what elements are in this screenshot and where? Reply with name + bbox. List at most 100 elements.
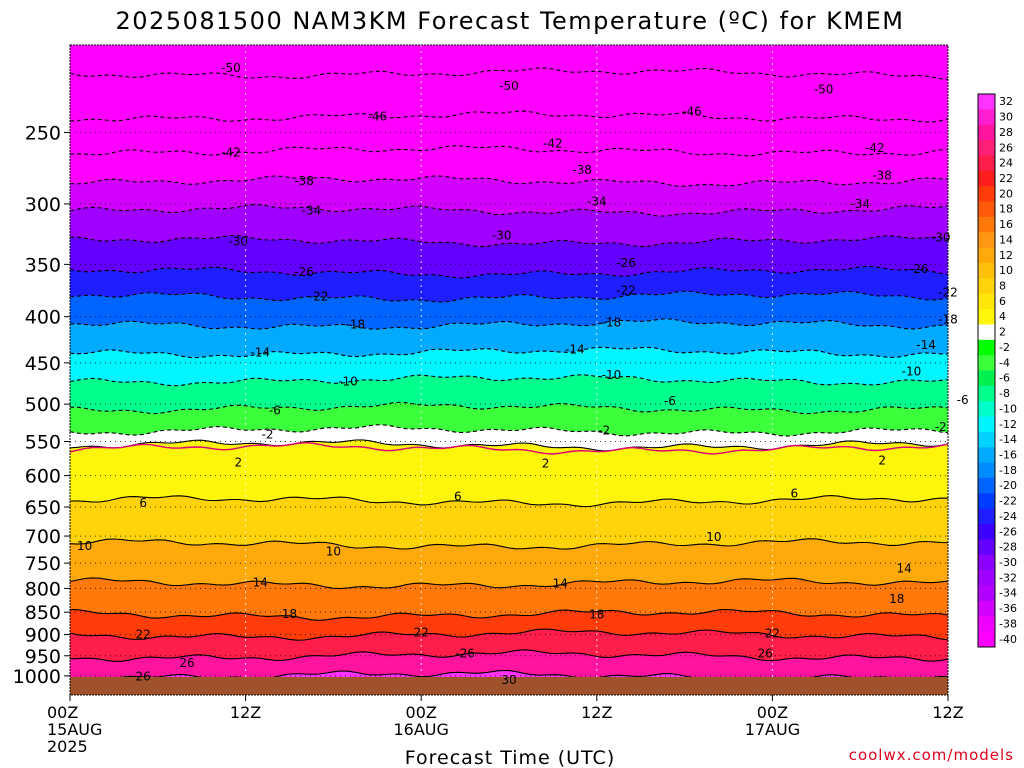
isotherm--14 xyxy=(70,346,948,359)
contour-label: -2 xyxy=(935,420,947,434)
contour-label: -14 xyxy=(565,343,585,357)
colorbar-label: -24 xyxy=(999,510,1017,523)
y-tick-label: 600 xyxy=(25,466,61,488)
y-tick-label: 650 xyxy=(25,497,61,519)
isotherm--22 xyxy=(70,290,948,303)
colorbar-swatch xyxy=(978,170,995,187)
fill-band xyxy=(70,204,948,247)
contour-label: 22 xyxy=(414,625,429,639)
contour-label: -6 xyxy=(957,393,969,407)
contour-label: -30 xyxy=(492,228,512,242)
colorbar-label: -14 xyxy=(999,433,1017,446)
x-tick-label: 12Z xyxy=(581,703,612,722)
fill-band xyxy=(70,291,948,330)
isotherm-10 xyxy=(70,538,948,550)
fill-band xyxy=(70,68,948,122)
fill-band xyxy=(70,266,948,302)
contour-label: 26 xyxy=(136,670,151,684)
colorbar-label: 2 xyxy=(999,326,1006,339)
contour-label: 10 xyxy=(77,539,92,553)
colorbar-label: 26 xyxy=(999,141,1013,154)
contour-label: 14 xyxy=(253,575,268,589)
contour-label: -26 xyxy=(616,256,636,270)
y-tick-label: 550 xyxy=(25,432,61,454)
contour-label: -22 xyxy=(309,290,329,304)
colorbar-swatch xyxy=(978,600,995,617)
colorbar-label: -30 xyxy=(999,556,1017,569)
isotherm--18 xyxy=(70,318,948,330)
fill-band xyxy=(70,629,948,662)
y-tick-label: 700 xyxy=(25,526,61,548)
colorbar-label: -8 xyxy=(999,387,1010,400)
colorbar-label: -28 xyxy=(999,541,1017,554)
colorbar-label: -32 xyxy=(999,571,1017,584)
contour-label: 22 xyxy=(765,626,780,640)
x-tick-label: 16AUG xyxy=(393,720,448,739)
colorbar-label: 6 xyxy=(999,295,1006,308)
contour-label: 2 xyxy=(878,453,886,467)
source-credit: coolwx.com/models xyxy=(849,746,1014,764)
temperature-fill xyxy=(70,45,948,695)
contour-label: -22 xyxy=(616,283,636,297)
y-tick-label: 300 xyxy=(25,194,61,216)
contour-label: 18 xyxy=(889,592,904,606)
contour-label: 22 xyxy=(136,628,151,642)
contour-label: -2 xyxy=(262,427,274,441)
contour-label: -42 xyxy=(221,145,241,159)
contour-label: 30 xyxy=(501,673,516,687)
contour-label: -26 xyxy=(455,647,475,661)
contour-label: -26 xyxy=(294,265,314,279)
x-axis-label: Forecast Time (UTC) xyxy=(405,747,615,768)
contour-label: 6 xyxy=(139,496,147,510)
fill-band xyxy=(70,111,948,156)
y-tick-label: 1000 xyxy=(13,666,61,688)
contour-label: -6 xyxy=(269,403,281,417)
y-tick-label: 950 xyxy=(25,646,61,668)
fill-band xyxy=(70,402,948,437)
isotherm--6 xyxy=(70,401,948,415)
isotherm-18 xyxy=(70,608,948,621)
freezing-level-line xyxy=(70,441,948,455)
y-tick-label: 500 xyxy=(25,394,61,416)
pressure-axis: 2503003504004505005506006507007508008509… xyxy=(13,122,70,688)
colorbar-label: -22 xyxy=(999,495,1017,508)
x-tick-label: 2025 xyxy=(47,737,88,756)
colorbar-swatch xyxy=(978,462,995,479)
colorbar-swatch xyxy=(978,539,995,556)
colorbar-label: 24 xyxy=(999,157,1013,170)
y-tick-label: 400 xyxy=(25,307,61,329)
contour-label: -50 xyxy=(814,82,834,96)
isotherm--10 xyxy=(70,374,948,387)
colorbar-label: 30 xyxy=(999,111,1013,124)
x-tick-label: 00Z xyxy=(757,703,788,722)
isotherm--42 xyxy=(70,145,948,157)
colorbar-swatch xyxy=(978,355,995,371)
contour-label: -30 xyxy=(228,234,248,248)
colorbar-swatch xyxy=(978,385,995,402)
contour-label: -6 xyxy=(664,394,676,408)
isotherm--38 xyxy=(70,175,948,187)
contour-label: -26 xyxy=(909,262,929,276)
colorbar-label: -12 xyxy=(999,418,1017,431)
y-tick-label: 350 xyxy=(25,254,61,276)
x-tick-label: 12Z xyxy=(230,703,261,722)
x-tick-label: 17AUG xyxy=(745,720,800,739)
colorbar-swatch xyxy=(978,278,995,295)
colorbar-swatch xyxy=(978,140,995,156)
contour-label: -38 xyxy=(872,168,892,182)
y-tick-label: 250 xyxy=(25,122,61,144)
colorbar-label: -38 xyxy=(999,617,1017,630)
colorbar-label: 4 xyxy=(999,310,1006,323)
contour-label: -34 xyxy=(587,194,607,208)
contour-label: -10 xyxy=(602,368,622,382)
x-tick-label: 00Z xyxy=(47,703,78,722)
contour-label: 26 xyxy=(757,647,772,661)
colorbar-label: 14 xyxy=(999,233,1013,246)
colorbar-label: -2 xyxy=(999,341,1010,354)
contour-label: 26 xyxy=(179,656,194,670)
colorbar-label: -6 xyxy=(999,372,1010,385)
colorbar-swatch xyxy=(978,124,995,141)
isotherm--26 xyxy=(70,265,948,279)
fill-band xyxy=(70,538,948,589)
